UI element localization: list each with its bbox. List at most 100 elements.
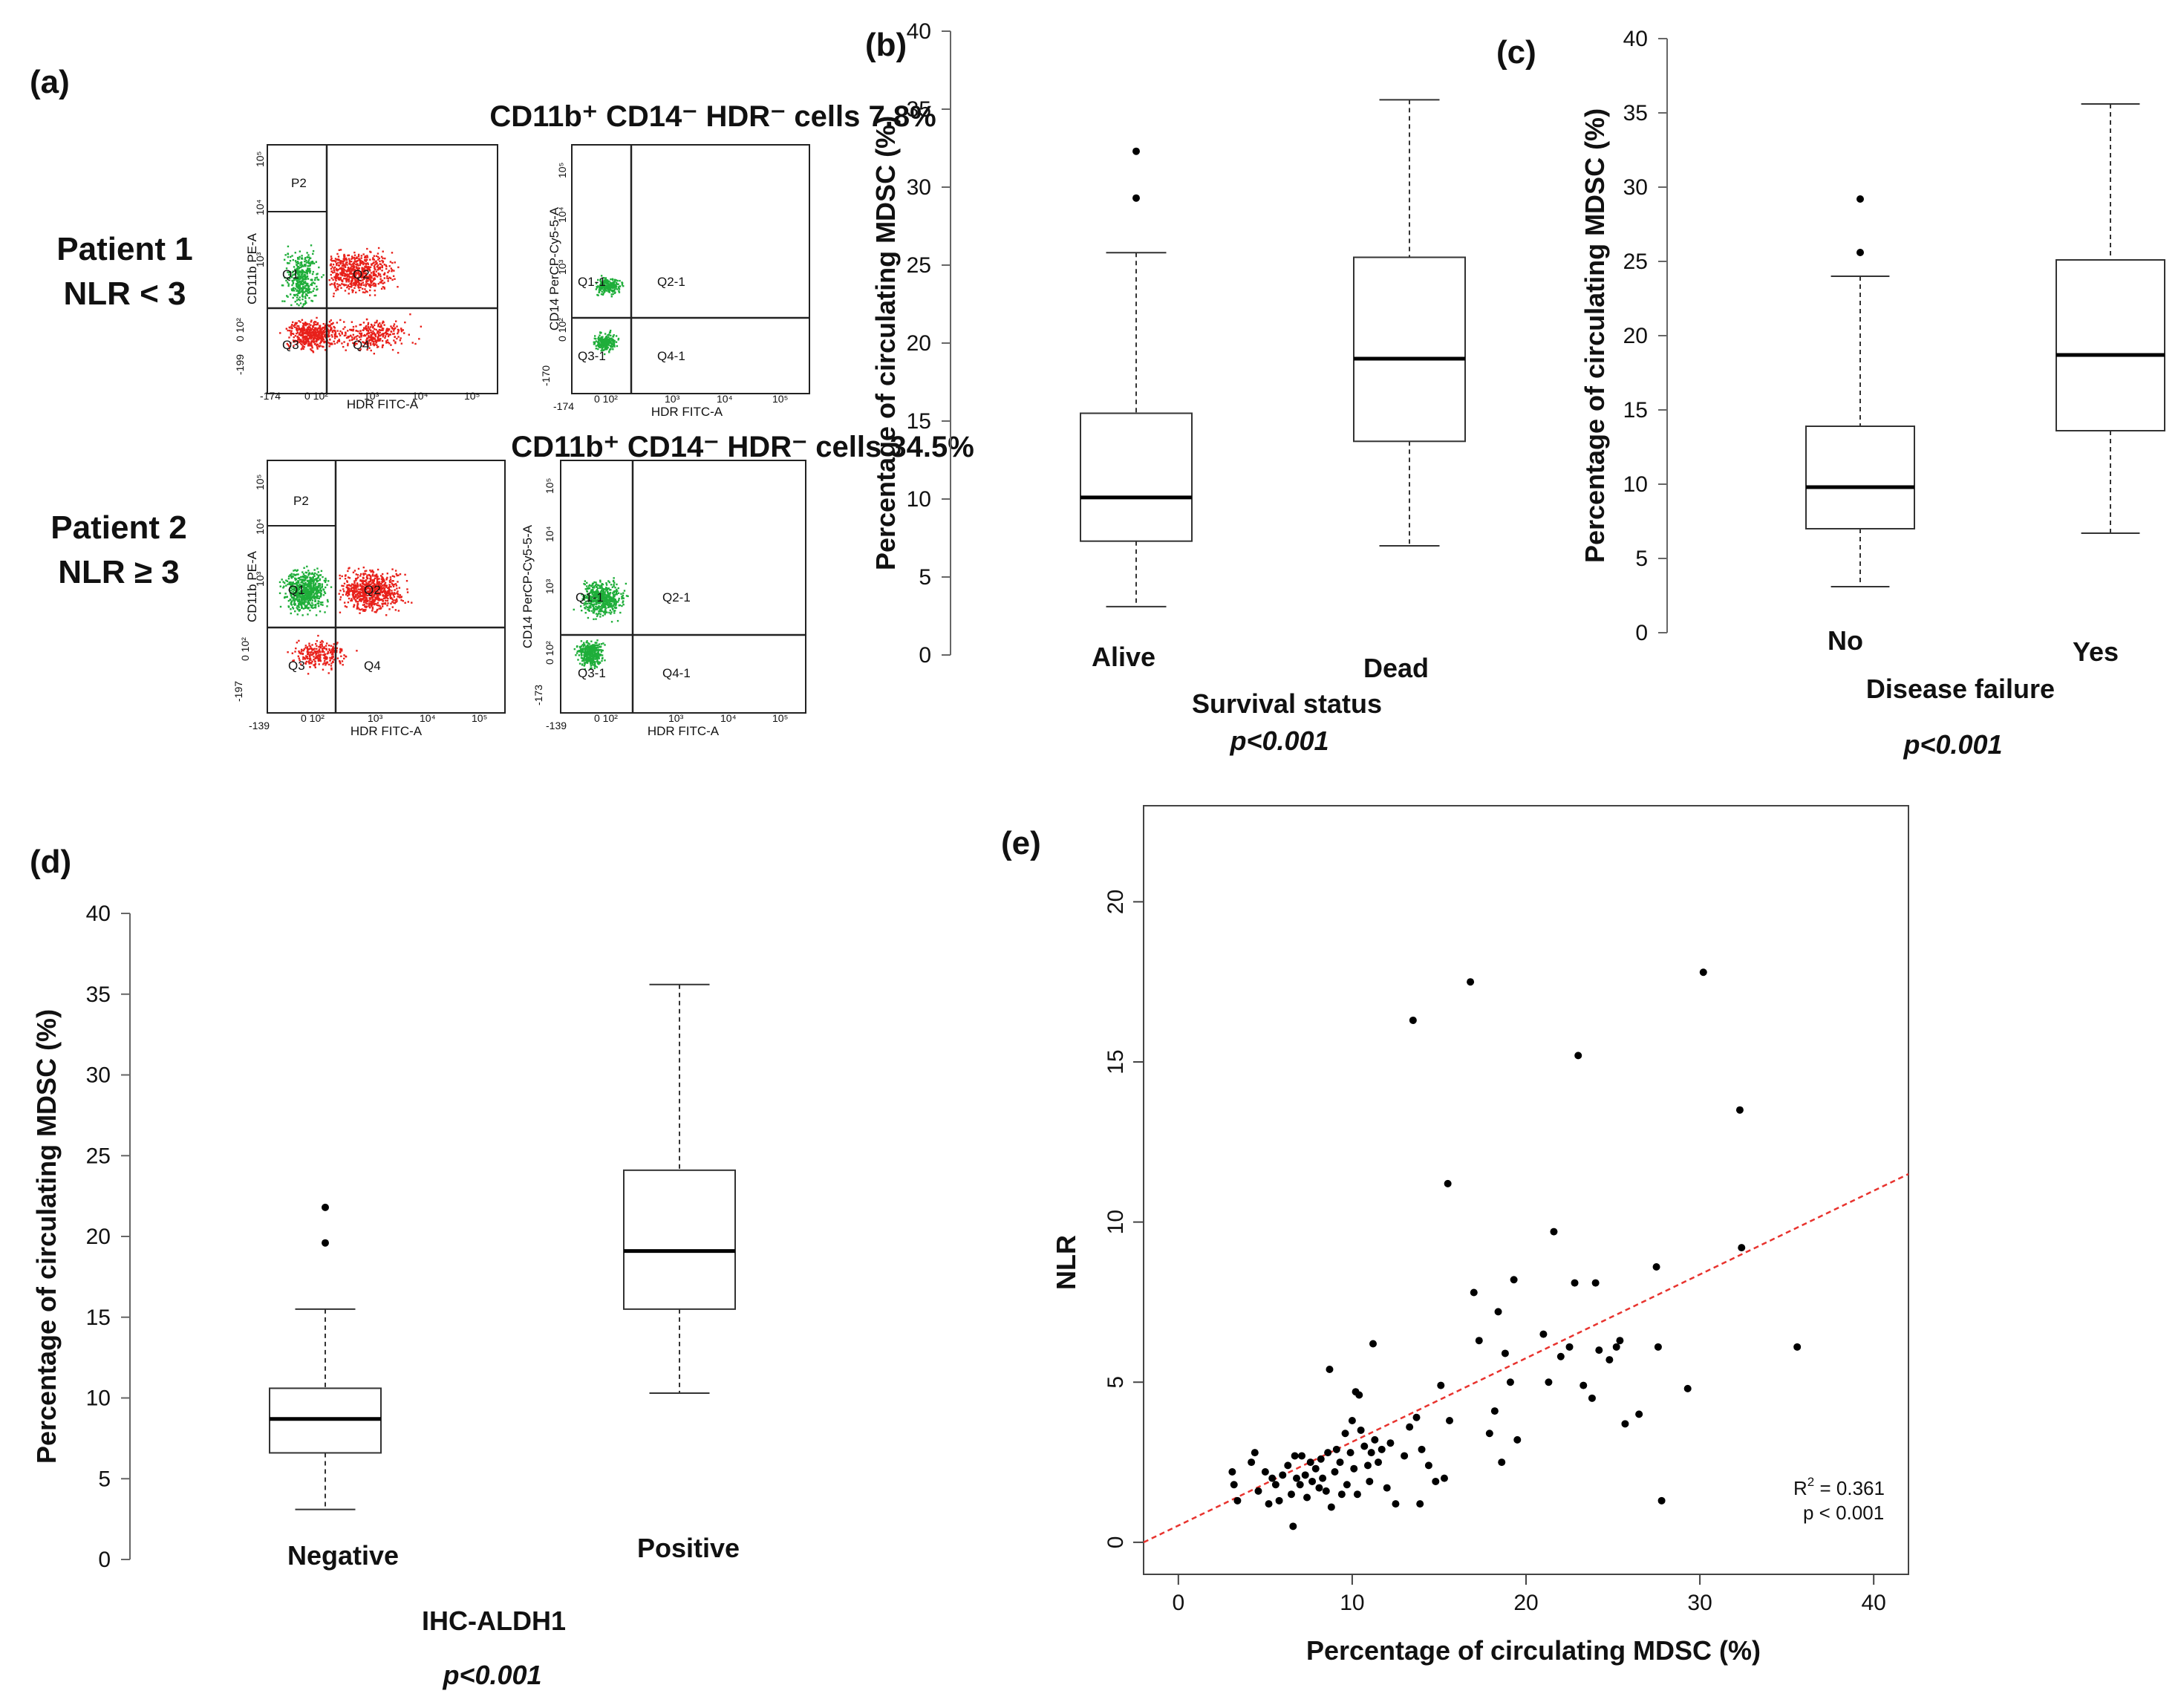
flow-event-dot [381, 602, 383, 605]
flow-event-dot [351, 336, 353, 339]
flow-event-dot [376, 610, 378, 612]
flow-event-dot [326, 661, 328, 663]
x-tick: 10⁵ [464, 390, 480, 402]
flow-event-dot [583, 651, 585, 654]
flow-event-dot [382, 282, 384, 284]
flow-event-dot [393, 333, 395, 335]
flow-event-dot [371, 276, 373, 278]
flow-event-dot [316, 578, 318, 581]
flow-event-dot [379, 268, 381, 270]
flow-event-dot [600, 651, 603, 653]
flow-event-dot [304, 257, 307, 259]
flow-event-dot [602, 281, 604, 283]
flow-event-dot [610, 584, 613, 586]
flow-event-dot [371, 277, 373, 279]
flow-event-dot [602, 591, 604, 594]
flow-event-dot [345, 284, 348, 286]
flow-event-dot [621, 281, 623, 284]
flow-event-dot [305, 593, 307, 595]
flow-event-dot [387, 341, 389, 344]
flow-event-dot [593, 610, 596, 613]
flow-event-dot [307, 588, 309, 590]
flow-event-dot [304, 281, 307, 283]
flow-event-dot [617, 337, 620, 340]
flow-event-dot [366, 290, 368, 293]
flow-event-dot [307, 660, 310, 663]
flow-event-dot [301, 579, 304, 582]
flow-event-dot [345, 331, 347, 333]
flow-event-dot [302, 658, 304, 660]
flow-event-dot [343, 657, 345, 660]
flow-event-dot [365, 333, 368, 336]
flow-event-dot [336, 252, 339, 255]
quadrant-q1: Q1 [282, 267, 299, 281]
flow-event-dot [613, 577, 615, 579]
flow-event-dot [609, 330, 612, 332]
flow-event-dot [299, 591, 301, 593]
flow-event-dot [323, 591, 326, 593]
flow-event-dot [313, 569, 316, 571]
flow-event-dot [368, 586, 370, 589]
flow-event-dot [352, 595, 354, 597]
flow-event-dot [366, 348, 368, 351]
flow-event-dot [300, 290, 303, 293]
flow-event-dot [592, 645, 594, 648]
flow-event-dot [317, 585, 320, 587]
flow-event-dot [317, 602, 320, 605]
flow-event-dot [309, 333, 312, 336]
flow-event-dot [316, 580, 319, 583]
flow-event-dot [313, 580, 315, 583]
flow-event-dot [293, 326, 296, 328]
flow-event-dot [309, 648, 311, 650]
flow-event-dot [301, 614, 304, 616]
flow-event-dot [342, 264, 345, 267]
flow-event-dot [603, 599, 606, 601]
flow-event-dot [294, 610, 296, 613]
flow-event-dot [607, 336, 610, 338]
flow-event-dot [362, 581, 364, 584]
flow-event-dot [379, 588, 382, 590]
flow-event-dot [307, 602, 309, 604]
flow-event-dot [336, 657, 339, 659]
flow-event-dot [317, 590, 320, 593]
flow-event-dot [596, 607, 599, 610]
flow-event-dot [593, 603, 596, 605]
flow-event-dot [320, 587, 322, 589]
flow-event-dot [378, 591, 380, 594]
flow-event-dot [369, 342, 372, 345]
flow-event-dot [333, 283, 335, 286]
category-label: Alive [1092, 642, 1155, 672]
flow-event-dot [356, 277, 358, 280]
flow-event-dot [612, 284, 614, 287]
flow-event-dot [299, 277, 301, 279]
flow-event-dot [298, 577, 301, 579]
flow-event-dot [581, 648, 584, 651]
flow-event-dot [301, 322, 304, 325]
flow-event-dot [391, 584, 394, 586]
flow-event-dot [391, 598, 394, 600]
flow-event-dot [376, 331, 379, 333]
flow-event-dot [389, 277, 392, 279]
flow-event-dot [600, 350, 602, 352]
flow-event-dot [304, 590, 307, 592]
box-no [1805, 195, 1915, 587]
flow-event-dot [370, 344, 372, 346]
flow-event-dot [365, 283, 367, 285]
flow-event-dot [590, 605, 592, 607]
flow-event-dot [311, 602, 313, 604]
flow-event-dot [293, 594, 296, 596]
flow-event-dot [602, 602, 605, 604]
flow-event-dot [381, 605, 384, 607]
flow-event-dot [605, 348, 608, 351]
flow-event-dot [584, 649, 587, 652]
flow-event-dot [374, 343, 376, 345]
flow-event-dot [313, 578, 316, 581]
flow-event-dot [347, 284, 350, 287]
flow-event-dot [346, 276, 349, 278]
flow-event-dot [309, 270, 312, 273]
flow-event-dot [324, 659, 326, 662]
flow-event-dot [350, 280, 353, 282]
flow-event-dot [588, 610, 591, 612]
y-tick-label: 0 [1635, 621, 1648, 645]
